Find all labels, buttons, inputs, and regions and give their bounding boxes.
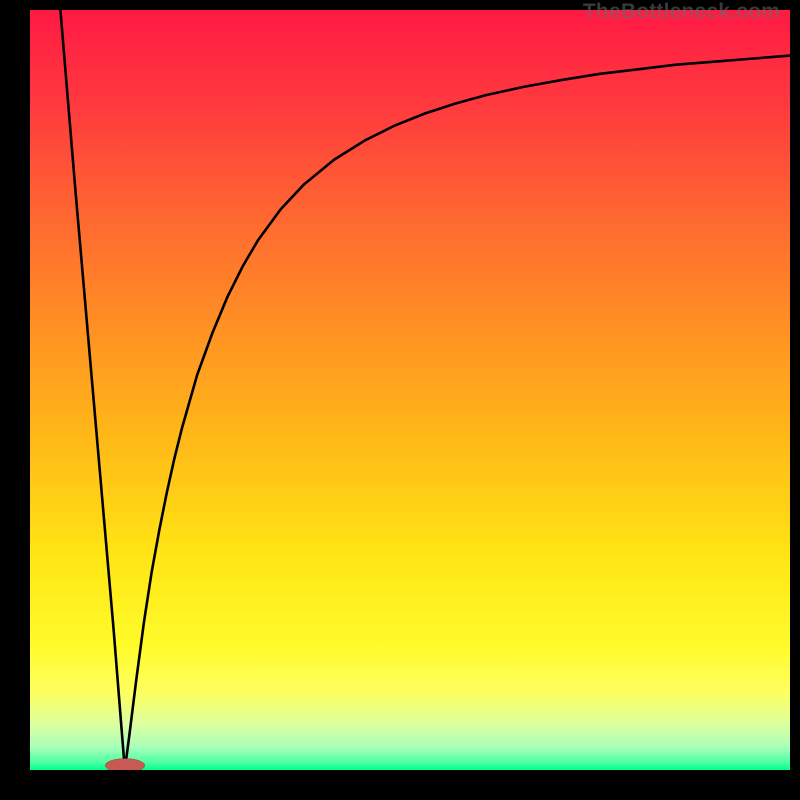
watermark-label: TheBottleneck.com — [583, 0, 780, 24]
notch-marker — [105, 759, 145, 770]
chart-svg — [30, 10, 790, 770]
plot-area — [30, 10, 790, 770]
gradient-background — [30, 10, 790, 770]
chart-container: { "watermark": { "text": "TheBottleneck.… — [0, 0, 800, 800]
